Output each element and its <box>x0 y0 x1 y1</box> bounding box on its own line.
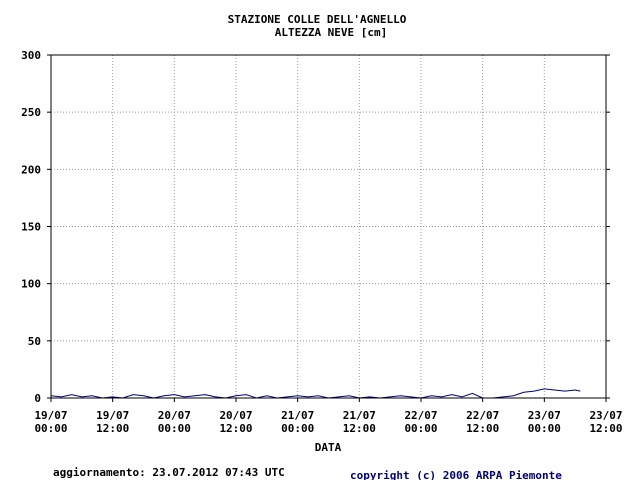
x-tick-label-time: 00:00 <box>158 422 191 435</box>
y-tick-label: 250 <box>21 106 41 119</box>
plot-series <box>50 388 581 399</box>
x-tick-label-time: 12:00 <box>466 422 499 435</box>
grid <box>51 55 606 398</box>
y-tick-label: 300 <box>21 49 41 62</box>
x-tick-label-time: 00:00 <box>528 422 561 435</box>
y-tick-label: 0 <box>34 392 41 405</box>
x-axis-label: DATA <box>315 441 342 454</box>
x-tick-label-time: 12:00 <box>96 422 129 435</box>
x-tick-label-time: 12:00 <box>343 422 376 435</box>
x-tick-label-date: 20/07 <box>158 409 191 422</box>
x-tick-label-date: 21/07 <box>281 409 314 422</box>
x-tick-label-date: 21/07 <box>343 409 376 422</box>
x-tick-label-time: 12:00 <box>219 422 252 435</box>
x-tick-label-date: 23/07 <box>528 409 561 422</box>
x-tick-label-date: 22/07 <box>404 409 437 422</box>
x-tick-label-date: 19/07 <box>96 409 129 422</box>
y-tick-label: 200 <box>21 163 41 176</box>
x-tick-label-time: 00:00 <box>404 422 437 435</box>
x-tick-label-time: 00:00 <box>34 422 67 435</box>
y-axis: 0 50 100 150 200 250 300 <box>21 49 610 405</box>
x-tick-label-time: 12:00 <box>589 422 622 435</box>
chart-title: STAZIONE COLLE DELL'AGNELLO <box>228 13 407 26</box>
x-tick-label-date: 19/07 <box>34 409 67 422</box>
y-tick-label: 50 <box>28 335 41 348</box>
y-tick-label: 150 <box>21 221 41 234</box>
update-timestamp: aggiornamento: 23.07.2012 07:43 UTC <box>53 466 285 479</box>
copyright-notice: copyright (c) 2006 ARPA Piemonte <box>350 469 562 480</box>
x-axis: 19/0700:0019/0712:0020/0700:0020/0712:00… <box>34 398 623 435</box>
y-tick-label: 100 <box>21 278 41 291</box>
x-tick-label-date: 20/07 <box>219 409 252 422</box>
snow-depth-line <box>50 388 581 399</box>
x-tick-label-date: 22/07 <box>466 409 499 422</box>
chart-subtitle: ALTEZZA NEVE [cm] <box>275 26 388 39</box>
x-tick-label-time: 00:00 <box>281 422 314 435</box>
plot-frame <box>50 54 607 399</box>
x-tick-label-date: 23/07 <box>589 409 622 422</box>
